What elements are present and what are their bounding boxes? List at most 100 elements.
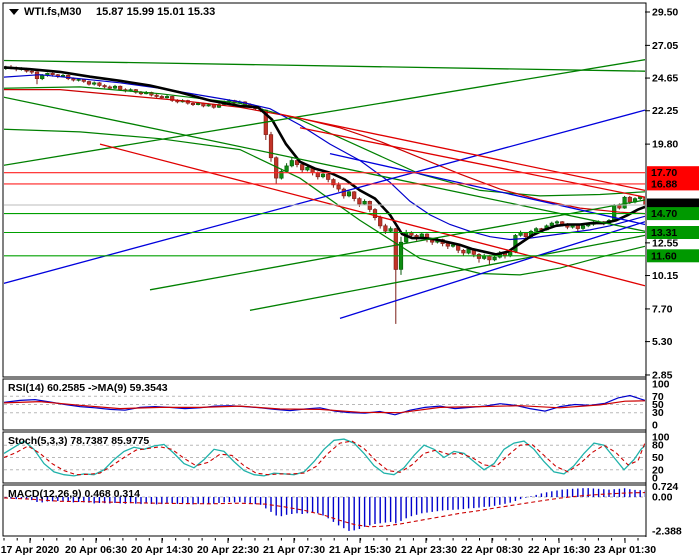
candle-body bbox=[627, 196, 632, 203]
candle-body bbox=[29, 70, 34, 73]
candle-body bbox=[190, 103, 196, 106]
envelope-lower-line bbox=[4, 128, 645, 276]
rsi-axis-label: 50 bbox=[652, 399, 664, 411]
macd-axis-label: 0.724 bbox=[652, 481, 678, 493]
candle-body bbox=[118, 85, 123, 90]
price-tick-label: 10.15 bbox=[652, 270, 678, 282]
trendline bbox=[4, 59, 645, 166]
candle-body bbox=[534, 228, 539, 232]
price-tick-label: 2.85 bbox=[652, 370, 673, 382]
medium-ma-line bbox=[4, 74, 645, 241]
main-price-panel[interactable] bbox=[0, 59, 647, 324]
candle-body bbox=[315, 172, 320, 178]
fast-ma-line bbox=[4, 66, 645, 256]
trendline bbox=[249, 234, 645, 311]
candle-body bbox=[643, 197, 645, 206]
chart-title-ohlc: 15.87 15.99 15.01 15.33 bbox=[96, 6, 215, 18]
candle-body bbox=[383, 225, 388, 232]
chart-title-symbol: WTI.fs,M30 bbox=[24, 6, 81, 18]
price-tick-label: 12.55 bbox=[652, 237, 678, 249]
time-tick-label: 17 Apr 2020 bbox=[1, 544, 60, 556]
candle-body bbox=[97, 82, 102, 86]
rsi-axis-label: 0 bbox=[652, 420, 658, 432]
price-level-badge-text: 13.31 bbox=[651, 227, 677, 239]
candle-body bbox=[159, 96, 164, 99]
candle-body bbox=[523, 232, 528, 238]
candle-body bbox=[378, 217, 383, 227]
candle-body bbox=[305, 167, 310, 171]
candle-body bbox=[580, 225, 586, 229]
candle-body bbox=[92, 82, 97, 85]
macd-signal-line bbox=[4, 492, 645, 528]
candle-body bbox=[554, 221, 560, 224]
candle-body bbox=[622, 196, 627, 209]
panel-frames bbox=[2, 2, 647, 537]
candle-body bbox=[346, 191, 352, 197]
candle-body bbox=[300, 164, 305, 171]
panel-frame bbox=[2, 431, 647, 484]
candle-body bbox=[357, 198, 362, 205]
price-tick-label: 29.50 bbox=[652, 7, 678, 19]
trendline bbox=[329, 152, 645, 226]
candle-body bbox=[164, 96, 170, 99]
price-tick-label: 24.65 bbox=[652, 73, 678, 85]
stoch-axis-label: 100 bbox=[652, 432, 670, 444]
time-axis: 17 Apr 2020 20 Apr 06:30 20 Apr 14:30 20 Ap… bbox=[1, 538, 656, 556]
price-level-badge-text: 11.60 bbox=[651, 250, 677, 262]
stoch-axis-label: 50 bbox=[652, 452, 664, 464]
rsi-axis-label: 70 bbox=[652, 391, 664, 403]
rsi-panel[interactable] bbox=[4, 394, 645, 416]
price-level-badge-text: 17.70 bbox=[651, 167, 677, 179]
price-level-badge bbox=[647, 226, 699, 239]
candle-body bbox=[206, 104, 211, 107]
trendline bbox=[4, 96, 645, 232]
price-tick-label: 27.05 bbox=[652, 40, 678, 52]
candle-body bbox=[196, 103, 201, 106]
candle-body bbox=[450, 244, 456, 247]
panel-frame bbox=[2, 2, 647, 378]
candle-body bbox=[549, 222, 554, 227]
price-tick-label: 19.80 bbox=[652, 139, 678, 151]
candle-body bbox=[331, 179, 336, 186]
candle-body bbox=[60, 75, 66, 77]
rsi-axis-label: 30 bbox=[652, 407, 664, 419]
candle-body bbox=[617, 205, 622, 209]
candle-body bbox=[388, 228, 393, 232]
candle-body bbox=[50, 73, 55, 76]
candle-body bbox=[487, 255, 492, 261]
envelope-upper-line bbox=[4, 86, 645, 197]
price-tick-label: 7.70 bbox=[652, 303, 673, 315]
price-level-badge-text: 14.70 bbox=[651, 208, 677, 220]
candle-body bbox=[476, 254, 482, 259]
rsi-line bbox=[4, 394, 645, 416]
candle-body bbox=[284, 165, 289, 172]
candle-body bbox=[461, 250, 466, 254]
rsi-ma-line bbox=[4, 400, 645, 414]
rsi-axis-label: 100 bbox=[652, 379, 670, 391]
candle-body bbox=[71, 78, 76, 81]
candle-body bbox=[154, 94, 159, 97]
stoch-axis-label: 80 bbox=[652, 440, 664, 452]
trendline bbox=[299, 127, 645, 198]
panel-frame bbox=[2, 484, 647, 537]
trendline bbox=[99, 143, 645, 287]
symbol-dropdown-icon[interactable] bbox=[9, 9, 19, 15]
candle-body bbox=[86, 81, 92, 85]
candle-body bbox=[107, 86, 112, 89]
slow-ma-line bbox=[4, 89, 645, 215]
time-tick-label: 22 Apr 08:30 bbox=[461, 544, 523, 556]
stochastic-panel[interactable] bbox=[4, 438, 645, 477]
candle-body bbox=[513, 235, 518, 252]
candle-body bbox=[352, 191, 357, 199]
stoch-axis-label: 0 bbox=[652, 473, 658, 485]
macd-label: MACD(12,26,9) 0.468 0.314 bbox=[8, 488, 140, 500]
rsi-label: RSI(14) 60.2585 ->MA(9) 59.3543 bbox=[8, 382, 168, 394]
time-tick-label: 21 Apr 23:30 bbox=[395, 544, 457, 556]
macd-panel[interactable] bbox=[4, 488, 645, 531]
candle-body bbox=[289, 160, 294, 167]
stoch-d-line bbox=[4, 440, 645, 476]
candle-body bbox=[40, 75, 45, 80]
candle-body bbox=[102, 85, 107, 88]
